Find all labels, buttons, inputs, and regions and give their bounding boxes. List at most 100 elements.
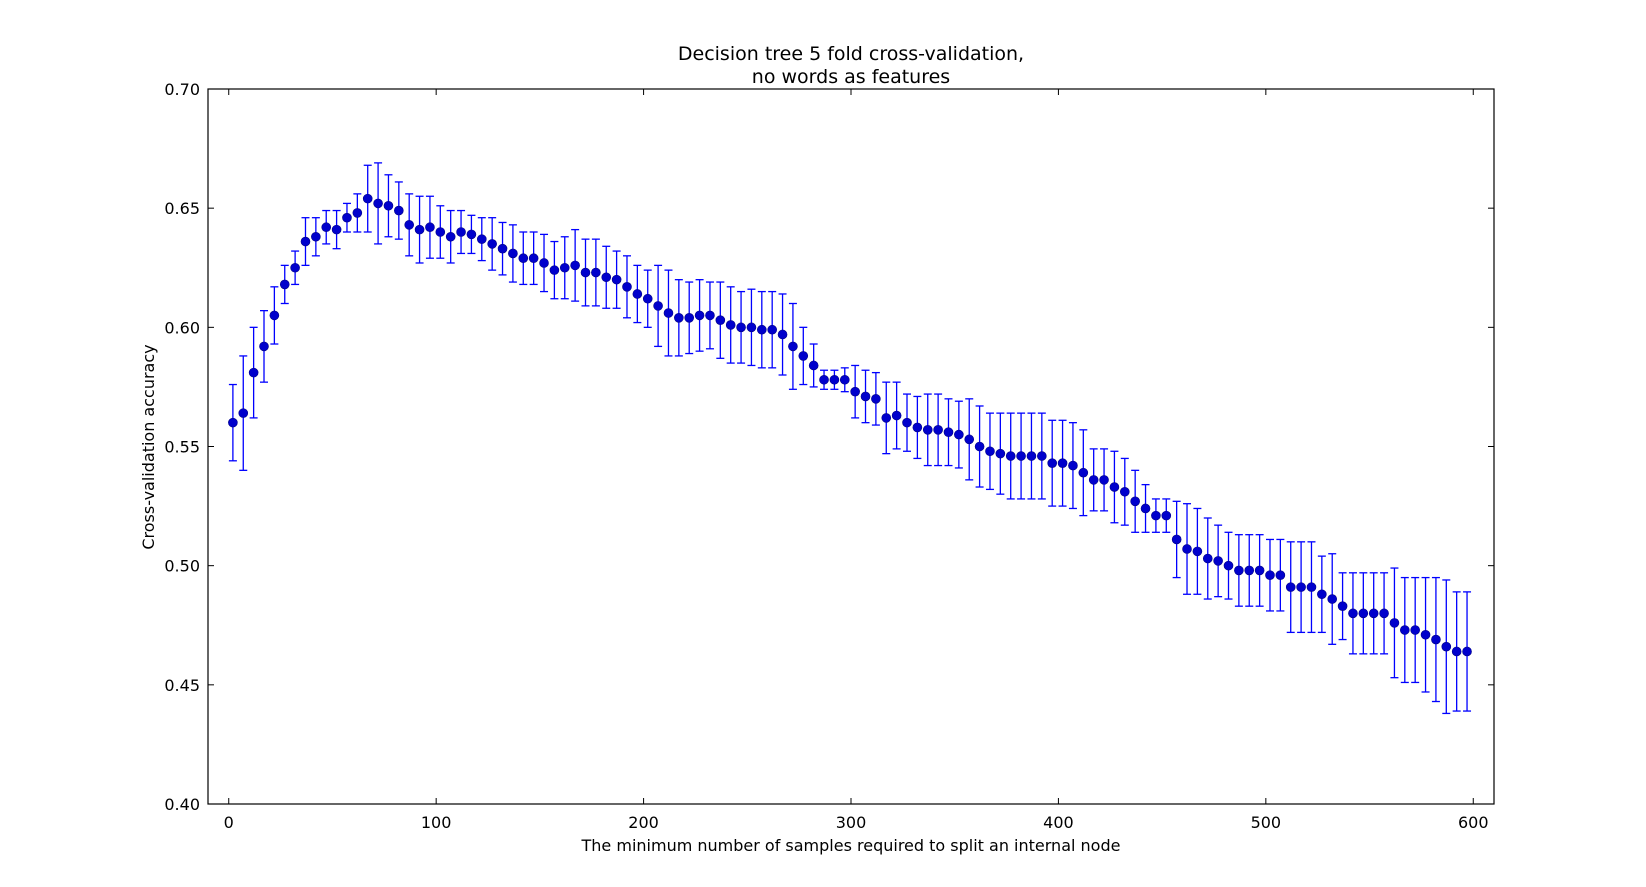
data-point [1140,503,1151,514]
x-tick-label: 300 [836,813,867,832]
data-point [487,239,497,249]
data-point [674,312,684,323]
data-point [476,234,487,244]
data-point [757,324,767,335]
x-axis-label: The minimum number of samples required t… [581,836,1121,855]
data-point [518,253,529,264]
data-point [373,198,383,209]
data-point [1296,582,1306,592]
data-point [611,274,622,285]
data-point [290,262,300,273]
data-point [850,386,860,397]
y-tick-label: 0.40 [164,795,200,814]
data-point [995,448,1006,459]
data-point [342,212,352,223]
data-point [1358,608,1369,619]
data-point [1016,451,1026,461]
data-point [684,312,695,323]
data-point [839,374,850,385]
data-point [394,205,404,216]
data-point [1151,510,1161,521]
data-point [642,293,653,304]
data-point [321,222,332,233]
data-point [922,425,933,435]
data-point [1099,475,1109,485]
data-point [466,229,477,240]
data-point [456,227,466,237]
data-point [954,429,964,440]
y-tick-label: 0.60 [164,318,200,337]
data-point [715,315,726,325]
data-point [860,391,871,402]
data-point [539,258,549,268]
x-tick-label: 100 [421,813,452,832]
data-point [228,417,238,428]
data-point [300,236,311,247]
data-point [632,289,643,299]
data-point [788,341,798,352]
data-point [943,427,954,438]
data-point [1285,582,1296,592]
data-point [259,341,269,352]
data-point [736,322,746,333]
x-tick-label: 400 [1043,813,1074,832]
data-point [414,224,425,235]
data-point [705,310,715,321]
data-point [694,310,705,321]
data-point [508,248,518,259]
data-point [829,374,840,385]
data-point [1420,629,1431,640]
data-point [279,279,290,290]
data-point [1462,646,1472,657]
data-point [1068,460,1078,471]
data-point [580,267,591,278]
data-point [653,301,663,311]
data-point [1213,556,1223,566]
data-point [238,408,249,418]
data-point [1192,546,1203,557]
data-point [1078,467,1089,478]
chart-title-line-1: Decision tree 5 fold cross-validation, [678,43,1024,65]
data-point [570,260,580,271]
data-point [1223,560,1234,571]
data-point [1254,565,1265,576]
y-tick-label: 0.50 [164,557,200,576]
data-point [1441,641,1452,652]
data-point [311,231,321,242]
y-tick-label: 0.70 [164,80,200,99]
data-point [1327,594,1338,604]
data-point [549,265,560,275]
data-point [1306,582,1317,592]
data-point [1047,458,1057,468]
x-tick-label: 500 [1251,813,1282,832]
data-point [1317,589,1327,600]
data-point [591,267,601,278]
data-point [383,200,394,211]
data-point [1410,625,1420,635]
data-point [974,441,985,452]
data-point [891,410,902,421]
data-point [808,360,819,371]
data-point [746,322,757,333]
x-tick-label: 0 [224,813,234,832]
data-point [622,282,632,292]
data-point [248,367,259,378]
data-point [1451,646,1462,657]
data-point [1348,608,1358,619]
data-point [404,220,414,230]
data-point [1119,486,1130,497]
x-tick-label: 200 [628,813,659,832]
data-point [1182,544,1192,554]
x-tick-label: 600 [1458,813,1489,832]
data-point [1130,496,1140,507]
data-point [601,272,612,283]
data-point [1389,618,1400,628]
data-point [912,422,923,433]
data-point [435,227,446,237]
data-point [871,394,881,404]
data-point [1057,458,1068,468]
data-point [269,310,280,321]
data-point [985,446,995,457]
data-point [1400,625,1410,635]
y-axis-label: Cross-validation accuracy [139,344,158,549]
